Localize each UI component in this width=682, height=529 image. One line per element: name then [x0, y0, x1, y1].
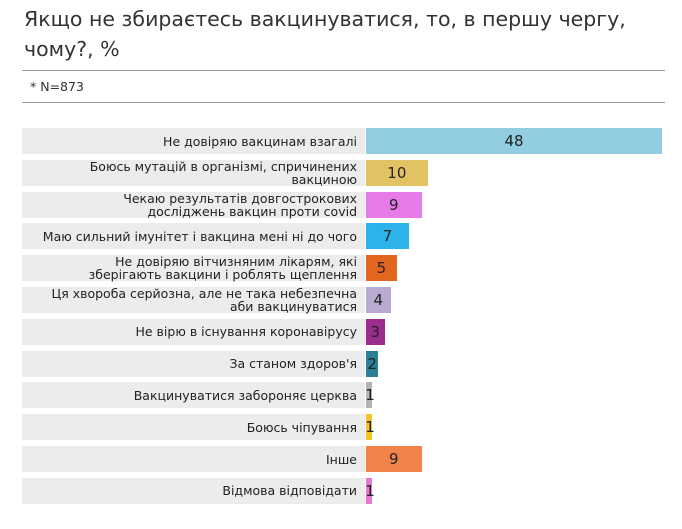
bar	[366, 255, 397, 282]
value-label: 4	[373, 291, 384, 309]
value-label: 3	[370, 322, 381, 341]
value-label: 1	[365, 418, 375, 437]
category-label: Боюсь чіпування	[22, 414, 365, 441]
chart-title: Якщо не збираєтесь вакцинуватися, то, в …	[24, 7, 626, 61]
bar	[366, 223, 410, 250]
category-label: Вакцинуватися забороняє церква	[22, 382, 365, 409]
bar	[366, 128, 662, 154]
bar	[366, 446, 422, 472]
divider	[22, 102, 665, 103]
value-label: 48	[504, 132, 524, 150]
subtitle: * N=873	[30, 79, 84, 94]
category-label: Ця хвороба серйозна, але не така небезпе…	[22, 287, 365, 313]
category-label: Відмова відповідати	[22, 477, 365, 504]
value-label: 7	[382, 227, 393, 246]
value-label: 5	[376, 259, 387, 278]
value-label: 9	[388, 195, 399, 214]
bar	[366, 287, 391, 313]
category-label: За станом здоров'я	[22, 350, 365, 377]
category-label: Боюсь мутацій в організмі, спричинених в…	[22, 159, 365, 186]
bar	[366, 477, 373, 504]
bar	[366, 382, 373, 409]
category-label: Не довіряю вакцинам взагалі	[22, 128, 365, 154]
divider	[22, 70, 665, 71]
bar	[366, 318, 385, 345]
category-label: Не вірю в існування коронавірусу	[22, 318, 365, 345]
bar	[366, 414, 373, 441]
category-label: Інше	[22, 446, 365, 472]
value-label: 10	[387, 163, 407, 182]
bar	[366, 350, 379, 377]
category-label: Чекаю результатів довгострокових дослідж…	[22, 191, 365, 218]
bar	[366, 159, 428, 186]
value-label: 2	[367, 354, 377, 373]
value-label: 1	[365, 386, 375, 405]
value-label: 9	[388, 450, 399, 468]
bar	[366, 191, 422, 218]
category-label: Не довіряю вітчизняним лікарям, які збер…	[22, 255, 365, 282]
category-label: Маю сильний імунітет і вакцина мені ні д…	[22, 223, 365, 250]
value-label: 1	[365, 481, 375, 500]
